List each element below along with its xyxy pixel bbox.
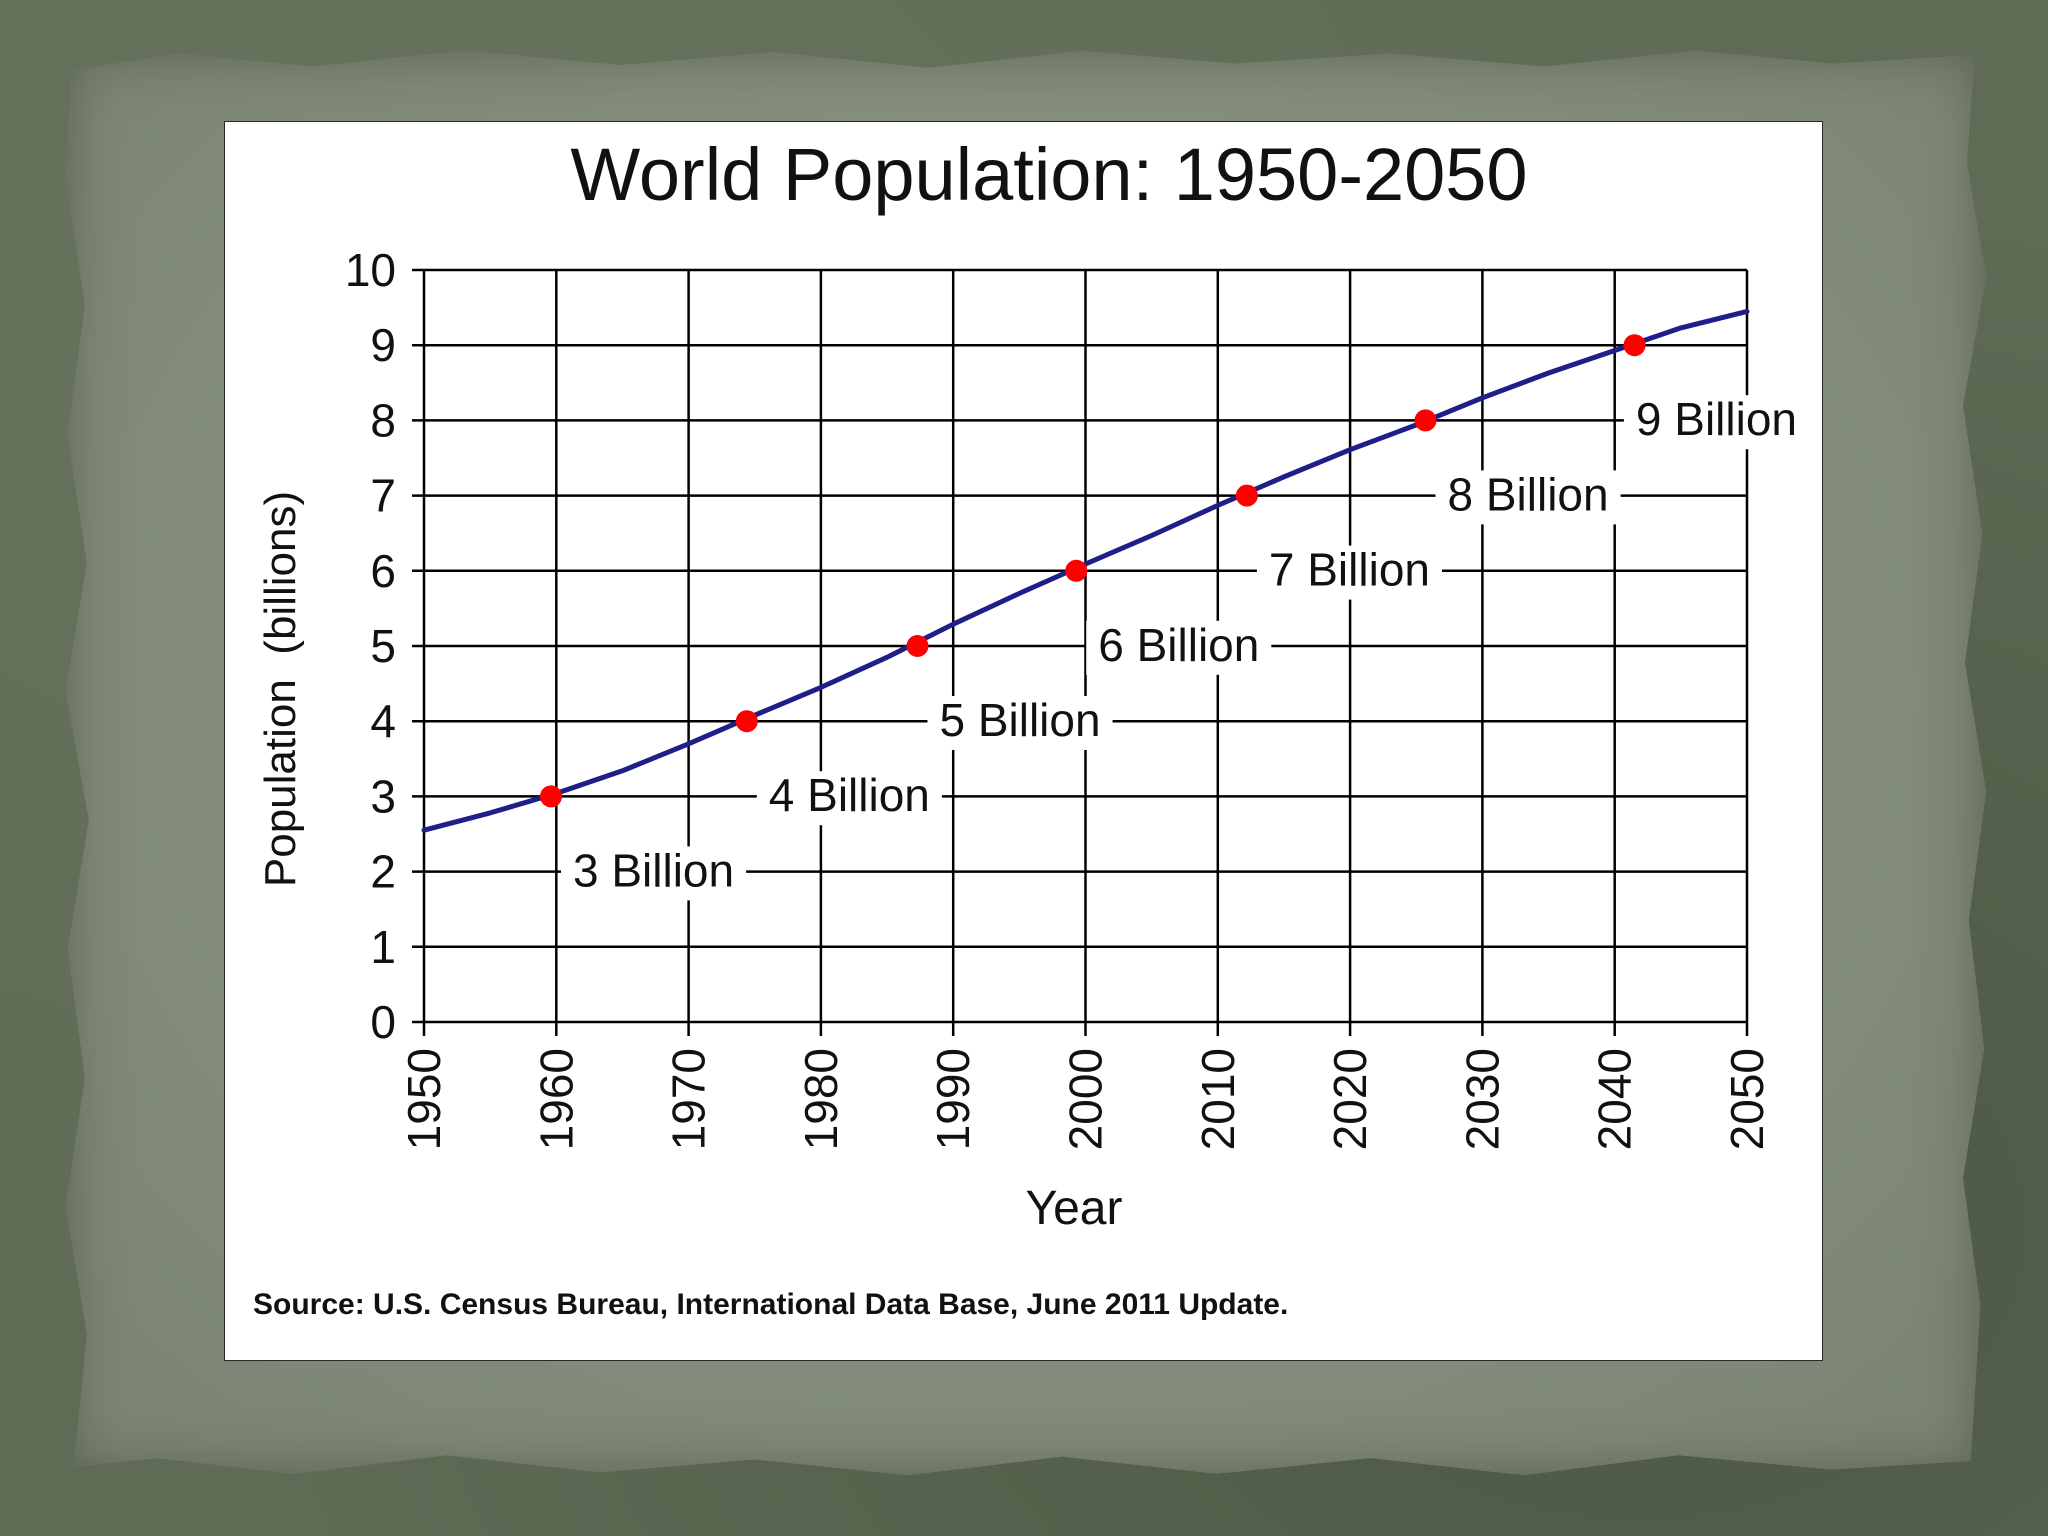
x-tick-label: 2040 — [1589, 1048, 1641, 1150]
milestone-point — [1065, 559, 1088, 582]
y-tick-label: 5 — [370, 620, 396, 672]
milestone-label-bg — [1086, 620, 1272, 675]
x-tick-label: 2020 — [1324, 1048, 1376, 1150]
milestone-label-bg — [1623, 395, 1809, 450]
milestone-label-group: 9 Billion — [1623, 393, 1809, 450]
chart-title: World Population: 1950-2050 — [570, 133, 1527, 216]
milestone-point — [1235, 484, 1258, 507]
y-tick-label: 10 — [345, 244, 396, 296]
x-tick-label: 2050 — [1721, 1048, 1773, 1150]
milestone-label-group: 7 Billion — [1256, 544, 1442, 600]
y-tick-label: 1 — [370, 921, 396, 973]
milestone-label-group: 6 Billion — [1086, 619, 1272, 675]
y-tick-label: 9 — [370, 319, 396, 371]
y-tick-label: 6 — [370, 545, 396, 597]
population-line — [421, 308, 1750, 833]
milestone-label: 5 Billion — [939, 694, 1100, 746]
milestone-label-bg — [1435, 470, 1621, 525]
x-tick-label: 1960 — [530, 1048, 582, 1150]
y-tick-label: 0 — [370, 996, 396, 1048]
milestone-label: 8 Billion — [1448, 468, 1609, 520]
milestone-point — [1414, 409, 1437, 432]
milestone-label: 7 Billion — [1269, 544, 1430, 596]
grid — [412, 268, 1749, 1036]
x-tick-label: 2030 — [1456, 1048, 1508, 1150]
x-tick-label: 1990 — [927, 1048, 979, 1150]
x-tick-label: 1970 — [663, 1048, 715, 1150]
x-tick-label: 2010 — [1192, 1048, 1244, 1150]
milestone-label: 9 Billion — [1636, 393, 1797, 445]
population-chart: World Population: 1950-2050 Population (… — [256, 133, 1809, 1235]
milestone-point — [1623, 334, 1646, 357]
y-tick-label: 3 — [370, 770, 396, 822]
milestone-label-bg — [756, 771, 942, 826]
milestone-label-bg — [927, 696, 1113, 750]
source-note: Source: U.S. Census Bureau, Internationa… — [253, 1288, 1289, 1321]
series — [421, 308, 1750, 833]
chart-card: World Population: 1950-2050 Population (… — [224, 121, 1823, 1361]
y-tick-label: 2 — [370, 846, 396, 898]
milestone-label: 6 Billion — [1098, 619, 1259, 671]
y-tick-label: 8 — [370, 394, 396, 446]
y-tick-label: 4 — [370, 695, 396, 747]
milestone-point — [540, 785, 563, 808]
milestone-label-group: 8 Billion — [1435, 468, 1621, 525]
milestone-label-group: 5 Billion — [927, 694, 1113, 750]
milestone-label-bg — [561, 846, 747, 901]
milestone-label-bg — [1256, 545, 1442, 600]
x-tick-label: 2000 — [1060, 1048, 1112, 1150]
x-tick-label: 1950 — [398, 1048, 450, 1150]
milestone-label: 4 Billion — [769, 769, 930, 821]
milestone-label-group: 3 Billion — [561, 844, 747, 901]
y-axis-label: Population (billions) — [256, 491, 305, 887]
y-tick-label: 7 — [370, 470, 396, 522]
axis-ticks: 0 1 2 3 4 5 6 7 8 9 10 1950 1960 1970 1980 1990 2000 2010… — [345, 244, 1773, 1150]
x-tick-label: 1980 — [795, 1048, 847, 1150]
milestone-label-group: 4 Billion — [756, 769, 942, 826]
milestone-point — [735, 710, 758, 733]
milestone-point — [906, 635, 929, 657]
milestone-label: 3 Billion — [573, 844, 734, 896]
milestone-points — [540, 334, 1646, 808]
x-axis-label: Year — [1026, 1182, 1123, 1235]
